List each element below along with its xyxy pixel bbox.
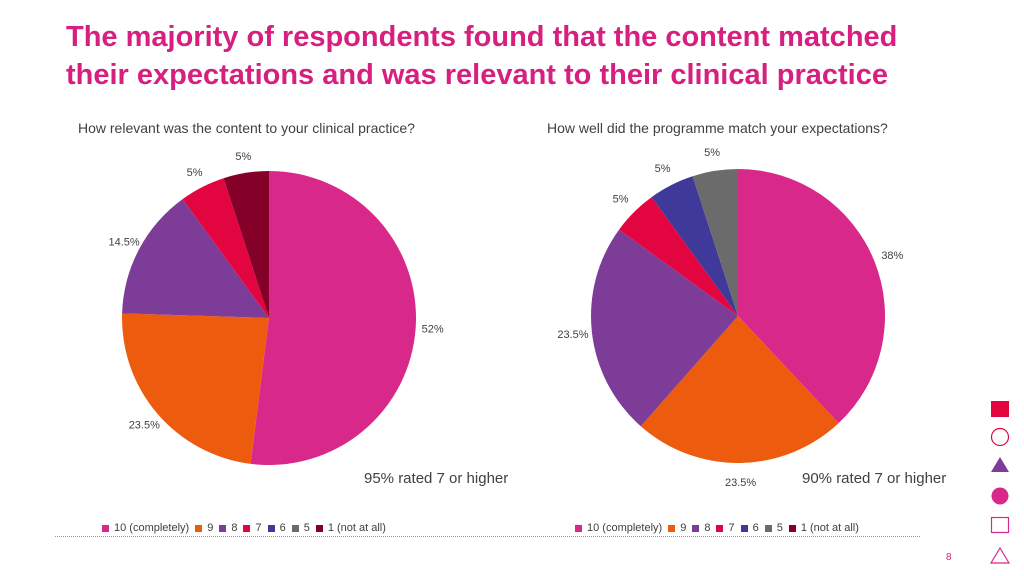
legend-swatch	[788, 524, 796, 532]
chart-1-legend: 10 (completely) 9 8 7 6 5 1 (not at all)	[102, 522, 392, 534]
legend-label: 6	[279, 522, 286, 534]
chart-2-slice-4	[619, 197, 738, 316]
chart-2-slice-1	[738, 169, 885, 424]
chart-1-slice-4	[182, 178, 269, 318]
legend-label: 8	[704, 522, 711, 534]
legend-label: 7	[728, 522, 735, 534]
legend-label: 9	[680, 522, 687, 534]
chart-2-slice-4-label: 5%	[613, 194, 629, 206]
legend-1-item-2: 9	[195, 522, 213, 534]
legend-label: 10 (completely)	[114, 522, 190, 534]
chart-1-slice-2-label: 23.5%	[129, 420, 160, 432]
legend-label: 5	[303, 522, 310, 534]
legend-swatch	[716, 524, 724, 532]
legend-2-item-5: 6	[740, 522, 759, 534]
legend-swatch	[219, 524, 227, 532]
chart-2-legend: 10 (completely) 9 8 7 6 5 1 (not at all)	[575, 522, 865, 534]
chart-1-summary: 95% rated 7 or higher	[364, 470, 509, 487]
chart-1-slice-3-label: 14.5%	[108, 236, 139, 248]
legend-swatch	[291, 524, 299, 532]
legend-label: 5	[776, 522, 783, 534]
chart-2-slice-5	[651, 176, 738, 316]
legend-label: 1 (not at all)	[800, 522, 859, 534]
chart-2-slice-3-label: 23.5%	[557, 329, 588, 341]
chart-1-slice-4-label: 5%	[187, 167, 203, 179]
legend-1-item-7: 1 (not at all)	[315, 522, 386, 534]
legend-swatch	[575, 524, 582, 532]
chart-1-slice-2	[121, 313, 269, 464]
footer-divider	[55, 536, 920, 537]
legend-2-item-7: 1 (not at all)	[788, 522, 859, 534]
legend-label: 1 (not at all)	[327, 522, 386, 534]
legend-swatch	[102, 524, 109, 532]
legend-swatch	[668, 524, 676, 532]
legend-1-item-1: 10 (completely)	[102, 522, 189, 534]
filled-square-icon	[991, 401, 1009, 417]
legend-1-item-3: 8	[219, 522, 237, 534]
outline-square-icon	[990, 516, 1010, 534]
page-number: 8	[946, 552, 952, 563]
legend-swatch	[195, 524, 203, 532]
chart-2-slice-2-label: 23.5%	[725, 477, 756, 489]
chart-2-slice-3	[591, 229, 738, 427]
chart-2-slice-5-label: 5%	[655, 163, 671, 175]
legend-swatch	[243, 524, 251, 532]
chart-1-title: How relevant was the content to your cli…	[78, 120, 415, 136]
legend-swatch	[692, 524, 700, 532]
legend-label: 6	[752, 522, 759, 534]
legend-label: 8	[231, 522, 238, 534]
legend-swatch	[267, 524, 275, 532]
outline-triangle-icon	[990, 546, 1011, 564]
chart-2-slice-6	[692, 169, 738, 316]
chart-1-slice-5-label: 5%	[235, 151, 251, 163]
legend-2-item-6: 5	[764, 522, 783, 534]
outline-circle-icon	[990, 427, 1010, 447]
slide-title: The majority of respondents found that t…	[66, 21, 898, 91]
legend-1-item-5: 6	[267, 522, 286, 534]
legend-2-item-1: 10 (completely)	[575, 522, 662, 534]
chart-2-slice-2	[640, 316, 839, 463]
chart-2-slice-6-label: 5%	[704, 147, 720, 159]
legend-2-item-2: 9	[668, 522, 686, 534]
chart-2-title: How well did the programme match your ex…	[547, 120, 888, 136]
legend-label: 9	[207, 522, 214, 534]
legend-swatch	[740, 524, 748, 532]
legend-1-item-4: 7	[243, 522, 262, 534]
chart-1-slice-1	[250, 171, 417, 465]
chart-1-slice-5	[223, 171, 269, 318]
chart-2-summary: 90% rated 7 or higher	[802, 470, 947, 487]
filled-triangle-icon	[991, 457, 1009, 472]
legend-swatch	[315, 524, 323, 532]
chart-1-slice-1-label: 52%	[422, 323, 444, 335]
legend-label: 10 (completely)	[587, 522, 663, 534]
legend-swatch	[764, 524, 772, 532]
legend-2-item-4: 7	[716, 522, 735, 534]
legend-1-item-6: 5	[291, 522, 310, 534]
chart-2-slice-1-label: 38%	[881, 250, 903, 262]
legend-2-item-3: 8	[692, 522, 710, 534]
filled-circle-icon	[991, 487, 1009, 505]
chart-1-slice-3	[122, 199, 269, 318]
legend-label: 7	[255, 522, 262, 534]
